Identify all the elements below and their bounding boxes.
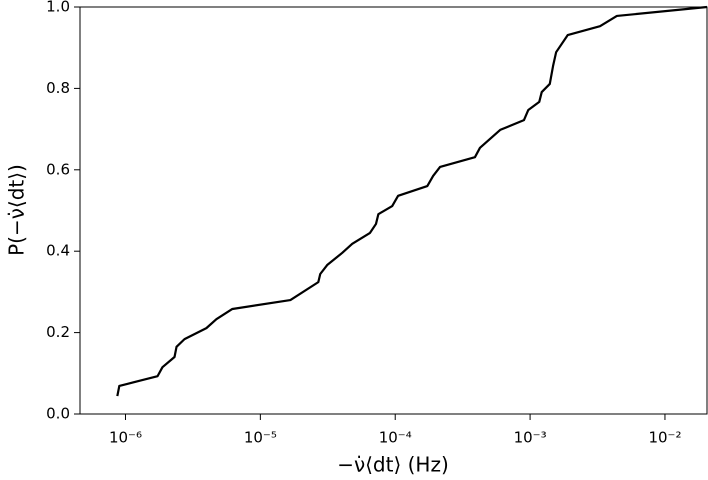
- x-tick-label: 10⁻⁴: [379, 429, 412, 447]
- y-tick-label: 1.0: [46, 0, 70, 16]
- y-tick-label: 0.8: [46, 79, 70, 97]
- data-line: [116, 5, 708, 397]
- plot-frame: [79, 6, 708, 415]
- y-tick-label: 0.6: [46, 160, 70, 178]
- x-tick-label: 10⁻³: [514, 429, 547, 447]
- y-axis-label: P(−ν̇⟨dt⟩): [5, 164, 29, 256]
- x-tick-label: 10⁻²: [648, 429, 681, 447]
- x-tick-label: 10⁻⁵: [244, 429, 277, 447]
- y-tick-label: 0.2: [46, 323, 70, 341]
- x-axis-label: −ν̇⟨dt⟩ (Hz): [337, 453, 449, 477]
- y-tick-label: 0.4: [46, 242, 70, 260]
- y-tick-label: 0.0: [46, 405, 70, 423]
- x-tick-label: 10⁻⁶: [109, 429, 142, 447]
